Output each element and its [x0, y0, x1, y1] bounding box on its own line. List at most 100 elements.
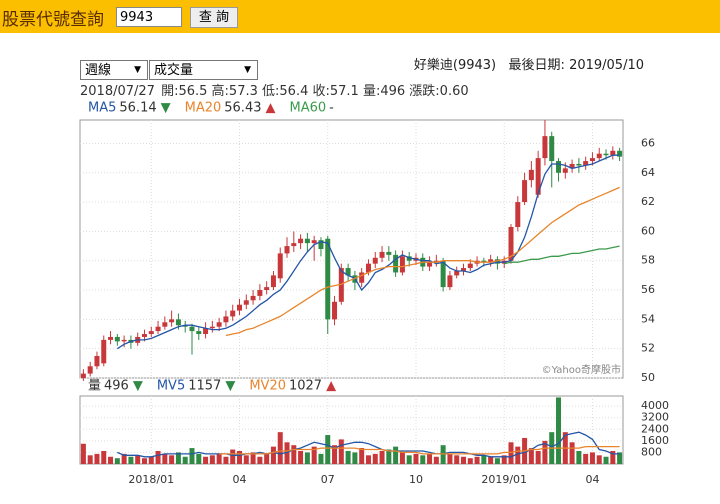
candle-body — [80, 373, 86, 378]
legend-value: 1027 — [289, 379, 322, 394]
legend-name: MV5 — [157, 379, 185, 394]
last-date: 2019/05/10 — [569, 58, 644, 73]
volume-bar — [270, 446, 276, 464]
stock-info: 好樂迪(9943) 最後日期: 2019/05/10 — [414, 54, 644, 73]
x-tick-label: 07 — [321, 473, 335, 486]
y-tick-label: 2400 — [641, 422, 669, 435]
volume-bar — [365, 455, 371, 464]
volume-bar — [427, 453, 433, 464]
candle-body — [440, 260, 446, 288]
volume-bar — [386, 449, 392, 464]
candle-body — [535, 158, 541, 195]
candle-body — [304, 238, 310, 244]
candle-body — [277, 253, 283, 279]
candle-body — [399, 256, 405, 273]
quote-volume: 量:496 — [363, 84, 405, 99]
volume-bar — [135, 455, 141, 464]
volume-bar — [488, 456, 494, 464]
candle-body — [325, 238, 331, 320]
volume-bar — [114, 458, 120, 464]
volume-bar — [175, 452, 181, 464]
candle-body — [189, 326, 195, 332]
volume-bar — [182, 456, 188, 464]
period-value: 週線 — [85, 63, 112, 78]
y-tick-label: 3200 — [641, 411, 669, 424]
volume-bar — [528, 448, 534, 464]
volume-bar — [203, 456, 209, 464]
legend-name: MA60 — [289, 101, 326, 116]
volume-bar — [155, 450, 161, 464]
candle-body — [379, 251, 385, 258]
candle-body — [481, 260, 487, 263]
volume-bar — [413, 453, 419, 464]
volume-bar — [189, 448, 195, 464]
legend-name: MA20 — [185, 101, 222, 116]
volume-bar — [250, 452, 256, 464]
candle-body — [196, 331, 202, 335]
candle-body — [223, 316, 229, 323]
volume-bar — [101, 450, 107, 464]
candle-body — [393, 254, 399, 273]
volume-bar — [372, 453, 378, 464]
volume-bar — [379, 450, 385, 464]
legend-value: 496 — [104, 379, 129, 394]
y-tick-label: 60 — [641, 224, 655, 237]
candle-body — [332, 301, 338, 320]
period-select[interactable]: 週線 ▼ — [80, 60, 148, 80]
ma-line — [117, 431, 620, 458]
volume-bar — [108, 456, 114, 464]
volume-bar — [515, 446, 521, 464]
volume-bar — [216, 453, 222, 464]
search-button[interactable]: 查 詢 — [190, 7, 238, 28]
volume-bar — [237, 450, 243, 464]
plot-frame — [79, 395, 624, 465]
volume-bar — [162, 453, 168, 464]
y-tick-label: 62 — [641, 195, 655, 208]
y-tick-label: 64 — [641, 166, 655, 179]
y-tick-label: 1600 — [641, 434, 669, 447]
volume-bar — [576, 450, 582, 464]
volume-bar — [169, 455, 175, 464]
dropdown-arrow: ▼ — [244, 65, 251, 75]
volume-bar — [399, 452, 405, 464]
candle-body — [209, 326, 215, 329]
x-tick-label: 10 — [409, 473, 423, 486]
ma-line — [225, 186, 620, 337]
quote-date: 2018/07/27 — [80, 84, 155, 99]
volume-bar — [94, 453, 100, 464]
x-tick-label: 04 — [585, 473, 599, 486]
candle-body — [298, 238, 304, 244]
volume-bar — [311, 446, 317, 464]
volume-bar — [433, 456, 439, 464]
volume-bar — [535, 450, 541, 464]
candle-body — [467, 263, 473, 269]
candle-body — [562, 168, 568, 173]
volume-bar — [610, 450, 616, 464]
legend-name: MA5 — [88, 101, 116, 116]
volume-bar — [243, 455, 249, 464]
volume-bar — [447, 453, 453, 464]
indicator-select[interactable]: 成交量 ▼ — [149, 60, 258, 80]
y-tick-label: 50 — [641, 371, 655, 384]
legend-trend: ▼ — [225, 379, 235, 394]
candle-body — [318, 240, 324, 249]
candle-body — [108, 336, 114, 340]
volume-bar — [494, 458, 500, 464]
candle-body — [169, 319, 175, 323]
candle-body — [433, 260, 439, 263]
legend-trend: ▼ — [161, 101, 171, 116]
volume-bar — [196, 453, 202, 464]
volume-bar — [318, 453, 324, 464]
legend-trend: ▲ — [326, 379, 336, 394]
ma-line — [504, 245, 620, 265]
volume-bar — [345, 450, 351, 464]
volume-bar — [603, 456, 609, 464]
candle-body — [121, 339, 127, 342]
candle-body — [141, 334, 147, 337]
candle-body — [447, 275, 453, 288]
watermark: ©Yahoo奇摩股市 — [542, 363, 621, 376]
volume-bar — [454, 455, 460, 464]
volume-bar — [304, 452, 310, 464]
stock-code-input[interactable]: 9943 — [116, 7, 182, 27]
candle-body — [528, 169, 534, 181]
